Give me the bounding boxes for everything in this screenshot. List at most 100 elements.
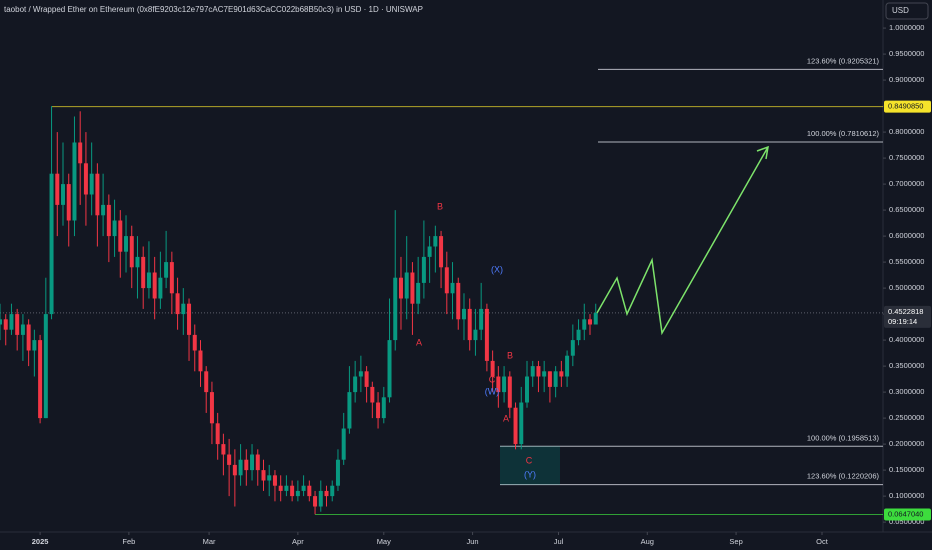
candle-body xyxy=(404,272,409,299)
x-tick-label: Feb xyxy=(122,537,135,546)
x-tick-label: Jul xyxy=(554,537,564,546)
candle-body xyxy=(187,303,192,335)
candle-body xyxy=(15,314,20,335)
price-tag xyxy=(884,508,931,521)
candle-body xyxy=(301,485,306,491)
last-price-label: 0.4522818 xyxy=(888,307,923,316)
candle-body xyxy=(313,496,318,507)
candle-body xyxy=(181,303,186,315)
candle-body xyxy=(112,220,117,237)
candle-body xyxy=(484,308,489,361)
candle-body xyxy=(524,376,529,403)
candle-body xyxy=(570,340,575,356)
candle-body xyxy=(55,173,60,205)
candle-body xyxy=(370,386,375,403)
fib-level-label: 123.60% (0.9205321) xyxy=(807,56,880,65)
projection-path xyxy=(596,146,769,336)
y-tick-label: 0.7500000 xyxy=(889,153,924,162)
candle-body xyxy=(565,355,570,377)
candle-body xyxy=(433,236,438,247)
candle-body xyxy=(255,454,260,471)
wave-label: A xyxy=(503,413,509,423)
candle-body xyxy=(61,184,66,205)
price-tag xyxy=(884,100,931,113)
chart-title: taobot / Wrapped Ether on Ethereum (0x8f… xyxy=(4,5,423,14)
candle-body xyxy=(43,314,48,419)
candle-body xyxy=(559,371,564,377)
candle-body xyxy=(89,173,94,195)
candle-body xyxy=(238,459,243,476)
candle-body xyxy=(364,371,369,387)
y-tick-label: 0.2500000 xyxy=(889,413,924,422)
x-tick-label: Jun xyxy=(467,537,479,546)
candle-body xyxy=(204,371,209,393)
candle-body xyxy=(106,204,111,237)
wave-label: B xyxy=(437,201,443,211)
candle-body xyxy=(582,319,587,330)
candle-body xyxy=(479,308,484,330)
candle-body xyxy=(318,490,323,507)
y-tick-label: 0.7000000 xyxy=(889,179,924,188)
x-tick-label: Aug xyxy=(641,537,654,546)
candle-body xyxy=(421,256,426,283)
candle-body xyxy=(513,407,518,445)
candle-body xyxy=(3,319,8,330)
candle-body xyxy=(588,319,593,325)
candle-body xyxy=(347,392,352,429)
candle-body xyxy=(78,142,83,164)
y-tick-label: 0.1000000 xyxy=(889,491,924,500)
candle-body xyxy=(416,282,421,304)
target-zone xyxy=(500,446,560,485)
candle-body xyxy=(38,340,43,419)
candle-body xyxy=(456,282,461,320)
candle-body xyxy=(593,312,598,325)
candle-body xyxy=(261,470,266,481)
y-tick-label: 0.5000000 xyxy=(889,283,924,292)
y-tick-label: 0.3500000 xyxy=(889,361,924,370)
candle-body xyxy=(490,360,495,377)
candle-body xyxy=(381,397,386,419)
y-tick-label: 1.0000000 xyxy=(889,23,924,32)
fib-level-label: 100.00% (0.1958513) xyxy=(807,433,880,442)
candle-body xyxy=(124,236,129,252)
candle-body xyxy=(72,142,77,221)
currency-button[interactable] xyxy=(885,2,929,20)
wave-label: A xyxy=(416,337,422,347)
fib-level-label: 123.60% (0.1220206) xyxy=(807,472,880,481)
candle-body xyxy=(439,236,444,268)
candle-body xyxy=(26,324,31,351)
candle-body xyxy=(227,454,232,465)
candle-body xyxy=(49,173,54,315)
wave-label: C xyxy=(526,455,533,465)
candle-body xyxy=(295,490,300,497)
price-tag-label: 0.8490850 xyxy=(888,102,923,111)
candle-body xyxy=(358,371,363,377)
candle-body xyxy=(0,319,2,325)
candle-body xyxy=(473,329,478,341)
candle-body xyxy=(118,220,123,252)
candle-body xyxy=(141,256,146,289)
candle-body xyxy=(198,350,203,372)
candle-body xyxy=(221,444,226,455)
x-tick-label: Oct xyxy=(816,537,829,546)
candle-body xyxy=(467,308,472,341)
x-tick-label: Sep xyxy=(729,537,742,546)
candle-body xyxy=(387,340,392,398)
candle-body xyxy=(250,454,255,471)
candle-body xyxy=(536,366,541,377)
candle-body xyxy=(169,262,174,294)
candle-body xyxy=(152,272,157,299)
candle-body xyxy=(95,173,100,216)
candle-body xyxy=(101,204,106,216)
y-tick-label: 0.0500000 xyxy=(889,517,924,526)
candle-body xyxy=(553,371,558,387)
candle-body xyxy=(129,236,134,268)
currency-button-label[interactable]: USD xyxy=(892,6,909,15)
projection-arrowhead xyxy=(756,145,769,160)
y-tick-label: 0.4000000 xyxy=(889,335,924,344)
candle-body xyxy=(83,163,88,195)
candle-body xyxy=(20,324,25,335)
